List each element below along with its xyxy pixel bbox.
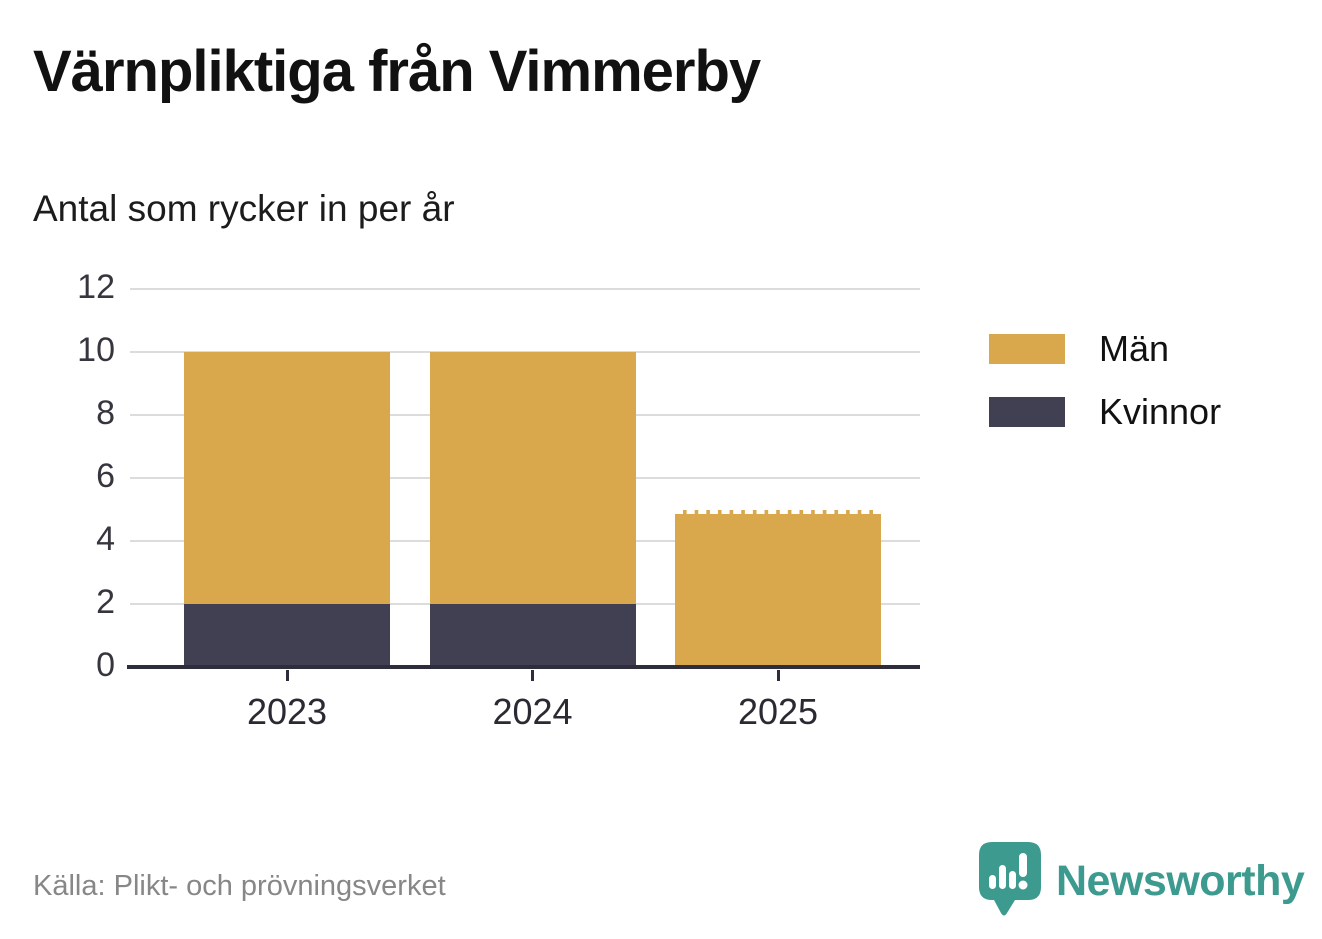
- bar-segment-män-2024: [429, 352, 636, 604]
- y-tick-label: 10: [77, 331, 115, 369]
- brand-logo: Newsworthy: [978, 841, 1305, 919]
- legend-item-kvinnor: Kvinnor: [989, 391, 1221, 433]
- y-tick-label: 12: [77, 268, 115, 306]
- chart-title: Värnpliktiga från Vimmerby: [33, 39, 761, 104]
- bar-segment-kvinnor-2024: [429, 604, 636, 667]
- legend: Män Kvinnor: [989, 328, 1221, 454]
- source-text: Källa: Plikt- och prövningsverket: [33, 870, 446, 902]
- x-tick: [285, 670, 289, 681]
- x-tick-label: 2023: [246, 691, 328, 732]
- legend-label-man: Män: [1099, 328, 1170, 369]
- gridline: [130, 288, 920, 290]
- bar-segment-män-2025: [675, 509, 881, 667]
- y-tick-label: 2: [96, 583, 115, 621]
- y-tick-label: 0: [96, 646, 115, 684]
- x-tick: [531, 670, 534, 681]
- legend-label-kvinnor: Kvinnor: [1099, 391, 1222, 432]
- x-axis-line: [127, 665, 920, 669]
- chart-subtitle: Antal som rycker in per år: [33, 188, 455, 229]
- y-tick-label: 6: [96, 457, 115, 495]
- legend-swatch-kvinnor: [989, 397, 1065, 427]
- bar-segment-män-2023: [184, 352, 390, 604]
- legend-item-man: Män: [989, 328, 1221, 370]
- x-tick: [776, 670, 780, 681]
- y-tick-label: 8: [96, 394, 115, 432]
- bar-segment-kvinnor-2023: [184, 604, 390, 667]
- newsworthy-bubble-icon: [979, 842, 1041, 916]
- legend-swatch-man: [989, 334, 1065, 364]
- brand-name: Newsworthy: [1056, 856, 1305, 905]
- y-tick-label: 4: [96, 520, 115, 558]
- x-tick-label: 2025: [737, 691, 819, 732]
- x-tick-label: 2024: [492, 691, 573, 732]
